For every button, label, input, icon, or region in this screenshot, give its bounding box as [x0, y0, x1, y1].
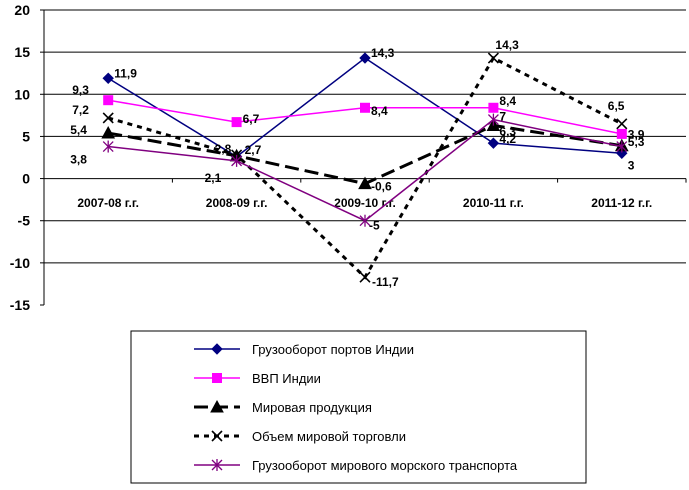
data-point: [102, 112, 114, 124]
y-tick-label: 20: [14, 2, 30, 18]
data-label: 7: [499, 110, 506, 124]
data-point: [102, 72, 114, 84]
data-label: 3,8: [70, 153, 87, 167]
data-label: 14,3: [495, 38, 519, 52]
data-point: [616, 140, 628, 153]
x-tick-label: 2009-10 г.г.: [334, 196, 396, 210]
data-label: 5,4: [70, 123, 87, 137]
y-tick-label: 15: [14, 44, 30, 60]
data-point: [101, 126, 116, 139]
data-label: 8,4: [499, 94, 516, 108]
legend-marker: [212, 373, 222, 383]
data-point: [360, 102, 370, 113]
legend-entry-label: Мировая продукция: [252, 400, 372, 415]
legend-entry-label: Грузооборот портов Индии: [252, 342, 414, 357]
data-label: 8,4: [371, 104, 388, 118]
legend-entry-label: ВВП Индии: [252, 371, 321, 386]
x-tick-label: 2007-08 г.г.: [77, 196, 139, 210]
data-label: -0,6: [371, 180, 392, 194]
data-label: 2,1: [205, 171, 222, 185]
data-label: 6,7: [243, 112, 260, 126]
data-point: [231, 117, 242, 128]
data-point: [231, 154, 243, 167]
legend-marker: [211, 343, 223, 355]
x-tick-label: 2008-09 г.г.: [206, 196, 268, 210]
data-label: 14,3: [371, 46, 395, 60]
y-tick-label: 5: [22, 128, 30, 144]
data-label: 7,2: [72, 103, 89, 117]
data-point: [487, 137, 500, 149]
data-label: 5,3: [628, 135, 645, 149]
data-label: 2,7: [245, 143, 262, 157]
y-tick-label: -15: [10, 297, 30, 313]
data-point: [103, 95, 114, 106]
data-label: 6,5: [608, 99, 625, 113]
data-label: 3,9: [628, 128, 645, 142]
data-point: [616, 128, 627, 139]
data-point: [487, 52, 499, 64]
data-point: [359, 52, 371, 64]
x-tick-label: 2010-11 г.г.: [463, 196, 524, 210]
data-label: -11,7: [372, 275, 399, 289]
y-tick-label: 10: [14, 86, 30, 102]
data-point: [359, 271, 371, 283]
legend-marker: [211, 459, 223, 471]
data-label: 3: [628, 158, 635, 172]
data-label: 9,3: [72, 83, 89, 97]
data-point: [488, 102, 499, 113]
data-point: [102, 140, 114, 153]
y-tick-label: -10: [10, 255, 30, 271]
data-label: 11,9: [114, 66, 137, 80]
y-tick-label: -5: [18, 213, 31, 229]
data-point: [359, 214, 371, 227]
data-point: [487, 113, 499, 126]
legend-marker: [210, 399, 224, 413]
x-tick-label: 2011-12 г.г.: [591, 196, 652, 210]
series-line-4: [107, 56, 623, 280]
y-tick-label: 0: [22, 171, 30, 187]
data-point: [358, 176, 372, 190]
data-label: 6,3: [499, 124, 516, 138]
data-label: -5: [369, 219, 380, 233]
legend-entry-label: Объем мировой торговли: [252, 429, 406, 444]
data-label: 2,8: [215, 142, 232, 156]
legend-marker: [211, 430, 223, 442]
legend-entry-label: Грузооборот мирового морского транспорта: [252, 458, 518, 473]
data-point: [616, 118, 628, 130]
data-label: 4,2: [499, 132, 516, 146]
